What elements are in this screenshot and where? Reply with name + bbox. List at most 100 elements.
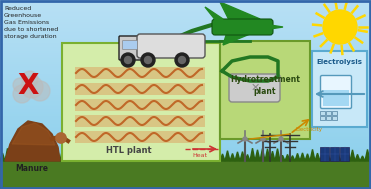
Bar — [0, 116, 371, 117]
Bar — [0, 161, 371, 162]
Circle shape — [243, 137, 247, 141]
Bar — [0, 132, 371, 133]
Bar — [0, 110, 371, 111]
Bar — [0, 140, 371, 141]
Text: Electrolysis: Electrolysis — [316, 59, 362, 65]
Bar — [0, 115, 371, 116]
Bar — [0, 137, 371, 138]
Bar — [0, 143, 371, 144]
Polygon shape — [100, 151, 105, 161]
Bar — [0, 160, 371, 161]
Bar — [0, 49, 371, 50]
Circle shape — [13, 85, 31, 103]
Polygon shape — [110, 154, 115, 161]
Bar — [0, 175, 371, 176]
Bar — [0, 26, 371, 27]
Bar — [0, 48, 371, 49]
Bar — [0, 35, 371, 36]
Bar — [75, 83, 205, 95]
Bar — [323, 90, 349, 106]
Bar — [0, 75, 371, 76]
Polygon shape — [295, 153, 300, 161]
Bar — [0, 72, 371, 73]
Bar — [0, 16, 371, 17]
Bar — [0, 179, 371, 180]
Bar — [0, 24, 371, 25]
Bar — [0, 111, 371, 112]
Bar — [0, 52, 371, 53]
Text: Heat: Heat — [193, 153, 207, 158]
Polygon shape — [65, 154, 70, 161]
Bar — [0, 114, 371, 115]
Polygon shape — [265, 149, 270, 161]
Polygon shape — [275, 149, 280, 161]
Bar — [0, 18, 371, 19]
Bar — [0, 14, 371, 15]
Polygon shape — [195, 153, 200, 161]
Bar — [0, 23, 371, 24]
Bar — [0, 13, 371, 14]
Bar — [0, 125, 371, 126]
Bar — [0, 117, 371, 118]
Circle shape — [22, 71, 38, 87]
Bar — [0, 42, 371, 43]
Polygon shape — [120, 152, 125, 161]
Circle shape — [21, 76, 43, 98]
Circle shape — [30, 81, 50, 101]
Polygon shape — [340, 155, 345, 161]
Bar — [0, 4, 371, 5]
Bar — [0, 171, 371, 172]
Bar — [0, 87, 371, 88]
Polygon shape — [285, 154, 290, 161]
Polygon shape — [190, 150, 195, 161]
Bar — [0, 157, 371, 158]
Bar — [0, 106, 371, 107]
Text: Hydrotreatment
plant: Hydrotreatment plant — [230, 75, 300, 95]
Polygon shape — [230, 153, 235, 161]
Bar — [0, 34, 371, 35]
Bar — [0, 144, 371, 145]
Polygon shape — [205, 7, 223, 22]
Polygon shape — [330, 155, 335, 161]
Bar — [0, 54, 371, 55]
Bar — [0, 107, 371, 108]
FancyBboxPatch shape — [137, 34, 205, 58]
Bar — [0, 124, 371, 125]
Bar — [0, 77, 371, 78]
Bar — [0, 127, 371, 128]
Polygon shape — [250, 148, 255, 161]
Bar — [0, 162, 371, 163]
Bar — [75, 115, 205, 127]
Bar — [0, 21, 371, 22]
Bar — [0, 126, 371, 127]
Polygon shape — [175, 149, 180, 161]
Bar — [0, 32, 371, 33]
Bar — [0, 38, 371, 39]
Bar — [0, 121, 371, 122]
Bar — [0, 29, 371, 30]
Bar — [0, 163, 371, 164]
Polygon shape — [50, 156, 55, 161]
Bar — [0, 170, 371, 171]
Bar — [0, 104, 371, 105]
Polygon shape — [80, 154, 85, 161]
Bar — [0, 71, 371, 72]
Bar — [0, 102, 371, 103]
Bar — [326, 111, 331, 115]
Circle shape — [144, 57, 151, 64]
Bar — [0, 172, 371, 173]
Polygon shape — [145, 156, 150, 161]
Polygon shape — [115, 153, 120, 161]
Polygon shape — [12, 123, 55, 145]
Polygon shape — [270, 25, 283, 29]
Bar — [0, 51, 371, 52]
Polygon shape — [30, 156, 35, 161]
Bar — [0, 176, 371, 177]
Bar — [0, 61, 371, 62]
Bar — [0, 65, 371, 66]
Polygon shape — [325, 152, 330, 161]
Bar — [0, 22, 371, 23]
Bar — [0, 66, 371, 67]
Bar — [0, 94, 371, 95]
Bar — [0, 19, 371, 20]
